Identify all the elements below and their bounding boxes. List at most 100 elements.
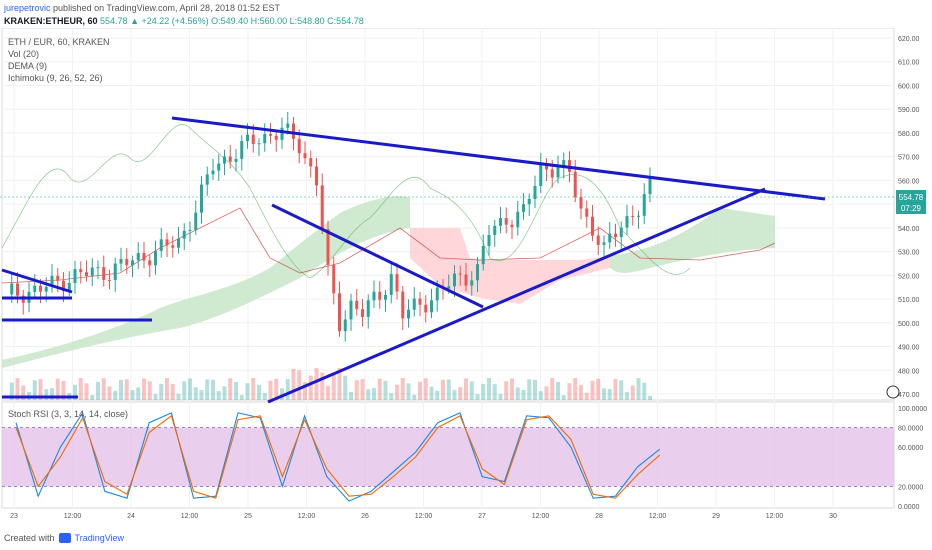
candle-body — [343, 319, 347, 332]
volume-bar — [308, 375, 313, 400]
candle-body — [499, 218, 502, 226]
volume-bar — [78, 378, 83, 400]
price-tick-label: 500.00 — [898, 321, 920, 328]
candle-body — [401, 291, 405, 319]
candle-body — [251, 134, 255, 144]
volume-bar — [602, 388, 606, 400]
volume-bar — [268, 380, 273, 400]
volume-bar — [205, 379, 210, 400]
settings-icon[interactable] — [886, 385, 900, 399]
candle-body — [625, 216, 629, 228]
stoch-axis: 100.0000 80.0000 60.0000 20.0000 0.0000 — [898, 406, 927, 511]
volume-bar — [607, 388, 612, 400]
up-arrow-icon: ▲ — [130, 16, 139, 26]
candle-body — [487, 235, 491, 247]
volume-bar — [303, 382, 307, 400]
ticker-symbol: KRAKEN:ETHEUR, 60 — [4, 16, 98, 26]
volume-bar — [274, 378, 279, 400]
price-axis[interactable]: 620.00 610.00 600.00 590.00 580.00 570.00 560.… — [898, 36, 920, 399]
candle-body — [113, 263, 117, 280]
volume-bar — [349, 391, 353, 400]
volume-bar — [130, 390, 135, 400]
volume-bar — [107, 386, 112, 400]
volume-bar — [153, 394, 158, 400]
candle-body — [476, 264, 479, 281]
legend-volume[interactable]: Vol (20) — [8, 49, 40, 59]
volume-bar — [389, 393, 394, 400]
candle-body — [188, 230, 192, 232]
volume-bar — [170, 384, 175, 400]
last-price: 554.78 — [100, 16, 128, 26]
candle-body — [389, 274, 393, 295]
candle-body — [217, 163, 221, 171]
stoch-rsi-label[interactable]: Stoch RSI (3, 3, 14, 14, close) — [8, 409, 129, 419]
volume-bar — [366, 389, 371, 400]
candle-body — [56, 275, 60, 281]
volume-bar — [113, 390, 118, 400]
candle-body — [177, 238, 180, 248]
volume-bar — [487, 378, 491, 400]
candle-body — [200, 184, 203, 213]
volume-bar — [648, 395, 652, 400]
volume-bar — [101, 378, 106, 400]
candle-body — [142, 253, 146, 261]
volume-bar — [159, 383, 164, 400]
stoch-overbought-oversold-band — [2, 427, 894, 487]
chart-canvas[interactable]: 620.00 610.00 600.00 590.00 580.00 570.00 560.… — [0, 28, 932, 520]
candle-body — [194, 212, 198, 231]
volume-bar — [251, 378, 256, 400]
candle-body — [424, 304, 428, 313]
grid-lines — [2, 28, 894, 508]
descending-trendline-mid[interactable] — [271, 203, 484, 309]
candle-body — [596, 235, 600, 245]
candle-body — [332, 264, 336, 294]
candle-body — [447, 286, 451, 289]
candle-body — [366, 300, 370, 317]
tradingview-brand[interactable]: TradingView — [74, 533, 125, 543]
volume-bar — [372, 388, 376, 400]
volume-bar — [90, 394, 95, 400]
volume-bar — [400, 378, 405, 400]
volume-bar — [297, 370, 302, 400]
candle-body — [384, 294, 387, 300]
time-axis[interactable]: 23 12:00 24 12:00 25 12:00 26 12:00 27 12:00 28 12:… — [10, 513, 837, 520]
time-tick-label: 12:00 — [64, 513, 82, 520]
ascending-trendline-bottom[interactable] — [267, 187, 766, 404]
author-link[interactable]: jurepetrovic — [4, 3, 51, 13]
volume-bar — [481, 383, 486, 400]
volume-bar — [136, 387, 141, 400]
time-tick-label: 25 — [244, 513, 252, 520]
volume-bar — [435, 390, 440, 400]
candle-body — [90, 267, 94, 276]
footer: Created with TradingView — [4, 533, 124, 543]
volume-bar — [9, 382, 14, 400]
volume-bar — [222, 386, 227, 400]
legend-ichimoku[interactable]: Ichimoku (9, 26, 52, 26) — [8, 73, 103, 83]
stoch-k-line — [15, 411, 661, 502]
short-trendline-left[interactable] — [1, 268, 73, 294]
candle-body — [430, 300, 433, 313]
candle-body — [412, 298, 416, 310]
volume-bar — [642, 382, 647, 400]
candle-body — [148, 260, 152, 266]
candle-body — [154, 250, 157, 266]
time-tick-label: 27 — [478, 513, 486, 520]
candle-body — [297, 138, 301, 154]
candle-body — [44, 286, 48, 292]
volume-bar — [418, 381, 422, 400]
candle-body — [631, 216, 635, 218]
stoch-tick-label: 20.0000 — [898, 484, 923, 491]
candle-body — [349, 300, 353, 320]
time-tick-label: 26 — [361, 513, 369, 520]
price-tick-label: 540.00 — [898, 226, 920, 233]
price-change: +24.22 (+4.56%) — [141, 16, 209, 26]
candle-body — [435, 287, 439, 301]
ichimoku-lagging-span — [1, 124, 691, 279]
legend-dema[interactable]: DEMA (9) — [8, 61, 48, 71]
candle-body — [108, 279, 111, 281]
volume-bar — [492, 384, 497, 400]
descending-trendline-top[interactable] — [171, 116, 826, 201]
candle-body — [453, 273, 456, 287]
volume-bar — [199, 390, 204, 400]
candle-body — [257, 143, 261, 145]
